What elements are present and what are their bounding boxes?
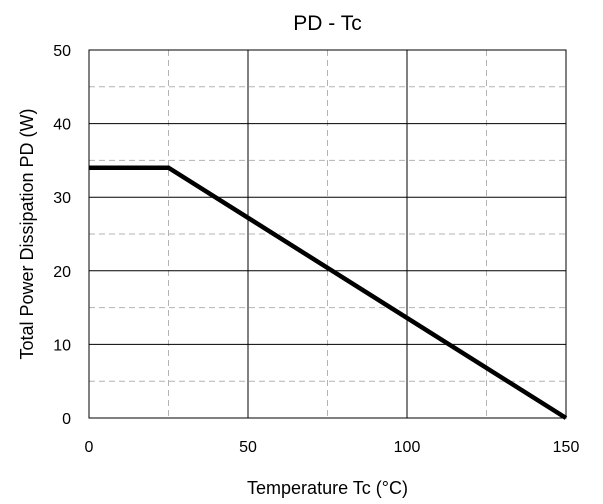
x-tick-label: 50: [239, 439, 257, 456]
series-layer: [89, 165, 568, 420]
x-tick-labels: 0 50 100 150: [85, 439, 580, 456]
y-tick-labels: 0 10 20 30 40 50: [53, 43, 71, 428]
x-tick-label: 150: [553, 439, 580, 456]
x-tick-label: 0: [85, 439, 94, 456]
y-tick-label: 10: [53, 337, 71, 354]
x-axis-label: Temperature Tc (°C): [247, 478, 408, 498]
y-tick-label: 50: [53, 43, 71, 60]
major-gridlines: [89, 50, 566, 418]
pd-derating-line: [89, 165, 568, 420]
chart-title: PD - Tc: [293, 12, 361, 35]
y-tick-label: 0: [62, 411, 71, 428]
y-tick-label: 30: [53, 190, 71, 207]
plot-frame: [88, 49, 567, 419]
y-tick-label: 20: [53, 264, 71, 281]
x-tick-label: 100: [394, 439, 421, 456]
minor-gridlines: [89, 50, 566, 418]
y-tick-label: 40: [53, 117, 71, 134]
y-axis-label: Total Power Dissipation PD (W): [17, 108, 37, 359]
